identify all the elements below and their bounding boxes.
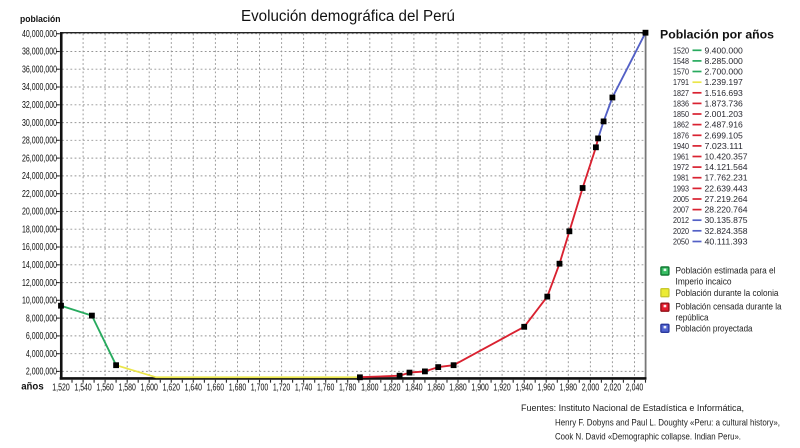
svg-text:1862: 1862 bbox=[673, 120, 689, 130]
svg-text:1,900: 1,900 bbox=[471, 383, 489, 394]
svg-text:8,000,000: 8,000,000 bbox=[26, 313, 57, 324]
svg-text:1,680: 1,680 bbox=[229, 383, 247, 394]
svg-text:1,880: 1,880 bbox=[449, 383, 467, 394]
svg-text:9.400.000: 9.400.000 bbox=[705, 45, 744, 55]
svg-text:1,960: 1,960 bbox=[538, 383, 556, 394]
svg-text:1,760: 1,760 bbox=[317, 383, 335, 394]
svg-text:28,000,000: 28,000,000 bbox=[22, 136, 57, 147]
svg-text:22,000,000: 22,000,000 bbox=[22, 189, 57, 200]
svg-text:10.420.357: 10.420.357 bbox=[705, 152, 748, 162]
svg-text:2,000: 2,000 bbox=[582, 383, 600, 394]
svg-text:28.220.764: 28.220.764 bbox=[705, 205, 748, 215]
svg-text:2,000,000: 2,000,000 bbox=[26, 367, 57, 378]
svg-text:1.873.736: 1.873.736 bbox=[705, 98, 744, 108]
svg-text:2.487.916: 2.487.916 bbox=[705, 120, 744, 130]
svg-text:14.121.564: 14.121.564 bbox=[705, 162, 748, 172]
svg-text:2.700.000: 2.700.000 bbox=[705, 67, 744, 77]
svg-text:Población por años: Población por años bbox=[660, 30, 774, 42]
svg-text:32,000,000: 32,000,000 bbox=[22, 100, 57, 111]
svg-text:Evolución demográfica del Perú: Evolución demográfica del Perú bbox=[241, 8, 455, 25]
svg-text:1,660: 1,660 bbox=[207, 383, 225, 394]
svg-text:1981: 1981 bbox=[673, 173, 689, 183]
svg-text:1520: 1520 bbox=[673, 45, 689, 55]
svg-text:6,000,000: 6,000,000 bbox=[26, 331, 57, 342]
svg-text:2050: 2050 bbox=[673, 237, 689, 247]
svg-text:22.639.443: 22.639.443 bbox=[705, 183, 748, 193]
svg-text:1,600: 1,600 bbox=[141, 383, 159, 394]
svg-text:2.699.105: 2.699.105 bbox=[705, 130, 744, 140]
svg-text:1,800: 1,800 bbox=[361, 383, 379, 394]
svg-text:7.023.111: 7.023.111 bbox=[705, 141, 744, 151]
svg-text:1.239.197: 1.239.197 bbox=[705, 77, 744, 87]
svg-text:república: república bbox=[676, 313, 709, 323]
svg-text:1,520: 1,520 bbox=[52, 383, 70, 394]
svg-text:1827: 1827 bbox=[673, 88, 689, 98]
svg-text:32.824.358: 32.824.358 bbox=[705, 226, 748, 236]
svg-text:1961: 1961 bbox=[673, 152, 689, 162]
svg-text:2005: 2005 bbox=[673, 194, 689, 204]
svg-text:1,820: 1,820 bbox=[383, 383, 401, 394]
svg-text:20,000,000: 20,000,000 bbox=[22, 207, 57, 218]
svg-text:12,000,000: 12,000,000 bbox=[22, 278, 57, 289]
svg-text:1,740: 1,740 bbox=[295, 383, 313, 394]
svg-text:36,000,000: 36,000,000 bbox=[22, 64, 57, 75]
svg-text:1,700: 1,700 bbox=[251, 383, 269, 394]
svg-text:Fuentes: Instituto Nacional de: Fuentes: Instituto Nacional de Estadísti… bbox=[521, 403, 744, 413]
svg-text:1.516.693: 1.516.693 bbox=[705, 88, 744, 98]
svg-text:1876: 1876 bbox=[673, 130, 689, 140]
svg-text:1570: 1570 bbox=[673, 67, 689, 77]
svg-text:8.285.000: 8.285.000 bbox=[705, 56, 744, 66]
svg-text:1,940: 1,940 bbox=[516, 383, 534, 394]
svg-text:17.762.231: 17.762.231 bbox=[705, 173, 748, 183]
svg-text:34,000,000: 34,000,000 bbox=[22, 82, 57, 93]
svg-text:24,000,000: 24,000,000 bbox=[22, 171, 57, 182]
svg-text:2,040: 2,040 bbox=[626, 383, 644, 394]
svg-text:1,620: 1,620 bbox=[163, 383, 181, 394]
svg-text:1,980: 1,980 bbox=[560, 383, 578, 394]
svg-text:1791: 1791 bbox=[673, 77, 689, 87]
svg-text:1993: 1993 bbox=[673, 183, 689, 193]
svg-text:30.135.875: 30.135.875 bbox=[705, 215, 748, 225]
svg-text:2.001.203: 2.001.203 bbox=[705, 109, 744, 119]
svg-text:1,720: 1,720 bbox=[273, 383, 291, 394]
svg-text:1,920: 1,920 bbox=[493, 383, 511, 394]
svg-text:Población estimada para el: Población estimada para el bbox=[676, 266, 776, 276]
svg-text:26,000,000: 26,000,000 bbox=[22, 153, 57, 164]
svg-text:1548: 1548 bbox=[673, 56, 689, 66]
svg-text:16,000,000: 16,000,000 bbox=[22, 242, 57, 253]
svg-text:4,000,000: 4,000,000 bbox=[26, 349, 57, 360]
svg-text:1,560: 1,560 bbox=[96, 383, 114, 394]
svg-text:1972: 1972 bbox=[673, 162, 689, 172]
svg-text:2,020: 2,020 bbox=[604, 383, 622, 394]
svg-text:1850: 1850 bbox=[673, 109, 689, 119]
svg-text:1,580: 1,580 bbox=[119, 383, 137, 394]
svg-text:Imperio incaico: Imperio incaico bbox=[676, 277, 732, 287]
svg-text:Henry F. Dobyns and Paul L. Do: Henry F. Dobyns and Paul L. Doughty «Per… bbox=[555, 418, 780, 428]
svg-text:18,000,000: 18,000,000 bbox=[22, 224, 57, 235]
svg-text:27.219.264: 27.219.264 bbox=[705, 194, 748, 204]
svg-text:2007: 2007 bbox=[673, 205, 689, 215]
svg-text:10,000,000: 10,000,000 bbox=[22, 296, 57, 307]
svg-text:Población durante la colonia: Población durante la colonia bbox=[676, 288, 779, 298]
svg-text:1940: 1940 bbox=[673, 141, 689, 151]
svg-text:años: años bbox=[21, 382, 44, 393]
svg-text:40.111.393: 40.111.393 bbox=[705, 237, 748, 247]
svg-text:30,000,000: 30,000,000 bbox=[22, 118, 57, 129]
svg-text:2020: 2020 bbox=[673, 226, 689, 236]
svg-text:40,000,000: 40,000,000 bbox=[22, 29, 57, 40]
svg-text:población: población bbox=[20, 14, 61, 25]
svg-text:2012: 2012 bbox=[673, 215, 689, 225]
svg-text:1836: 1836 bbox=[673, 98, 689, 108]
svg-text:38,000,000: 38,000,000 bbox=[22, 47, 57, 58]
svg-text:1,780: 1,780 bbox=[339, 383, 357, 394]
svg-text:Cook N. David «Demographic col: Cook N. David «Demographic collapse. Ind… bbox=[555, 432, 741, 442]
svg-text:1,540: 1,540 bbox=[74, 383, 92, 394]
svg-text:1,640: 1,640 bbox=[185, 383, 203, 394]
svg-text:Población proyectada: Población proyectada bbox=[676, 324, 753, 334]
svg-text:1,840: 1,840 bbox=[405, 383, 423, 394]
svg-text:14,000,000: 14,000,000 bbox=[22, 260, 57, 271]
svg-text:Población censada durante la: Población censada durante la bbox=[676, 302, 782, 312]
svg-text:1,860: 1,860 bbox=[427, 383, 445, 394]
